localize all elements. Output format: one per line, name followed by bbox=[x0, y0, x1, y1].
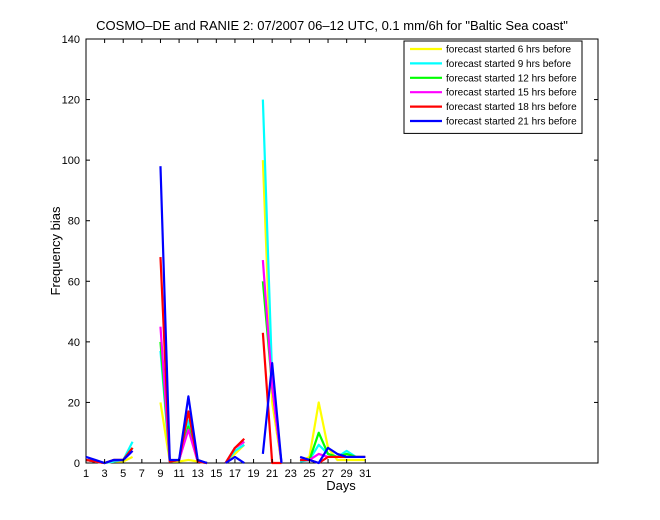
x-tick-label: 15 bbox=[210, 468, 222, 480]
legend-entry-label: forecast started 18 hrs before bbox=[446, 102, 577, 113]
x-tick-label: 7 bbox=[139, 468, 145, 480]
y-tick-label: 0 bbox=[74, 458, 80, 470]
series-segment bbox=[299, 446, 366, 465]
series-segment bbox=[299, 401, 366, 463]
legend: forecast started 6 hrs before forecast st… bbox=[403, 40, 583, 134]
x-axis-ticks: 1 3 5 7 9 11 13 15 17 19 21 23 25 27 29 31 bbox=[83, 39, 371, 480]
legend-entry-label: forecast started 15 hrs before bbox=[446, 88, 577, 99]
legend-entry-label: forecast started 21 hrs before bbox=[446, 117, 577, 128]
y-tick-label: 140 bbox=[62, 34, 80, 46]
y-tick-label: 60 bbox=[68, 276, 80, 288]
legend-entry-label: forecast started 6 hrs before bbox=[446, 45, 572, 56]
x-tick-label: 9 bbox=[157, 468, 163, 480]
y-tick-label: 100 bbox=[62, 155, 80, 167]
chart-title: COSMO–DE and RANIE 2: 07/2007 06–12 UTC,… bbox=[96, 18, 568, 33]
series-segment bbox=[85, 450, 134, 465]
x-tick-label: 13 bbox=[192, 468, 204, 480]
series-layer bbox=[85, 99, 366, 465]
x-tick-label: 19 bbox=[247, 468, 259, 480]
y-tick-label: 120 bbox=[62, 95, 80, 107]
y-tick-label: 40 bbox=[68, 337, 80, 349]
x-tick-label: 31 bbox=[359, 468, 371, 480]
series-segment bbox=[261, 361, 283, 464]
series-line-6 bbox=[85, 166, 366, 465]
y-axis-ticks: 0 20 40 60 80 100 120 140 bbox=[62, 34, 598, 470]
legend-entry-label: forecast started 9 hrs before bbox=[446, 59, 572, 70]
x-tick-label: 27 bbox=[322, 468, 334, 480]
series-segment bbox=[225, 455, 245, 464]
x-tick-label: 1 bbox=[83, 468, 89, 480]
y-axis-label: Frequency bias bbox=[48, 206, 63, 295]
legend-entry-label: forecast started 12 hrs before bbox=[446, 73, 577, 84]
x-tick-label: 29 bbox=[341, 468, 353, 480]
x-tick-label: 21 bbox=[266, 468, 278, 480]
y-tick-label: 80 bbox=[68, 216, 80, 228]
x-tick-label: 5 bbox=[120, 468, 126, 480]
series-segment bbox=[224, 437, 246, 464]
x-tick-label: 23 bbox=[285, 468, 297, 480]
x-tick-label: 11 bbox=[173, 468, 184, 480]
x-tick-label: 17 bbox=[229, 468, 241, 480]
legend-box bbox=[403, 40, 583, 134]
x-axis-label: Days bbox=[326, 478, 356, 493]
x-tick-label: 3 bbox=[102, 468, 108, 480]
y-tick-label: 20 bbox=[68, 397, 80, 409]
series-segment bbox=[159, 166, 208, 465]
x-tick-label: 25 bbox=[303, 468, 315, 480]
